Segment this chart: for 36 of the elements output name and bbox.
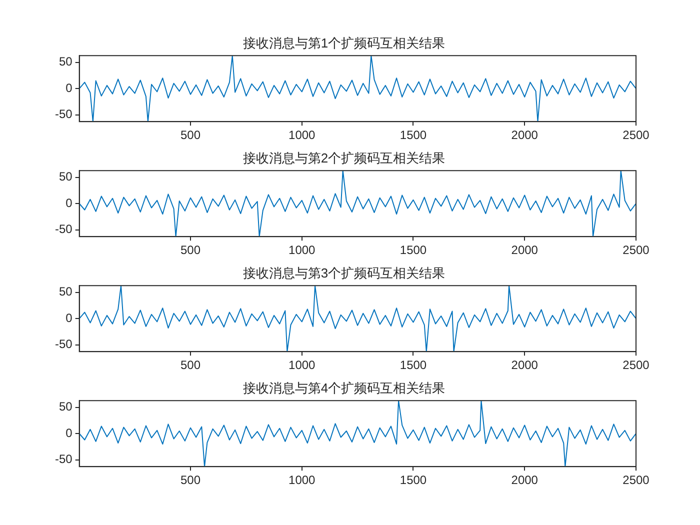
y-tick-label: -50 xyxy=(55,222,73,236)
x-tick-label: 1500 xyxy=(400,473,427,488)
x-tick-label: 2500 xyxy=(622,128,650,142)
x-tick-label: 500 xyxy=(180,243,201,258)
x-tick-label: 500 xyxy=(180,358,201,372)
x-tick-label: 1000 xyxy=(288,358,316,372)
x-tick-label: 2500 xyxy=(622,358,650,372)
x-tick-label: 1500 xyxy=(400,358,427,372)
x-tick-label: 2500 xyxy=(622,243,650,258)
x-tick-label: 1000 xyxy=(288,243,316,258)
y-tick-label: 0 xyxy=(66,80,73,95)
x-tick-label: 1500 xyxy=(400,128,427,142)
y-tick-label: 0 xyxy=(66,426,73,440)
y-tick-label: -50 xyxy=(55,452,73,466)
x-tick-label: 1000 xyxy=(288,128,316,142)
chart-title: 接收消息与第1个扩频码互相关结果 xyxy=(242,35,446,50)
x-tick-label: 500 xyxy=(180,128,201,142)
x-tick-label: 2000 xyxy=(511,358,538,372)
y-tick-label: 50 xyxy=(58,170,73,184)
chart-title: 接收消息与第2个扩频码互相关结果 xyxy=(242,150,446,166)
y-tick-label: -50 xyxy=(55,337,73,352)
x-tick-label: 1500 xyxy=(400,243,427,258)
y-tick-label: -50 xyxy=(55,107,73,122)
x-tick-label: 500 xyxy=(180,473,201,488)
chart-title: 接收消息与第3个扩频码互相关结果 xyxy=(242,265,446,280)
y-tick-label: 50 xyxy=(58,400,73,414)
x-tick-label: 2000 xyxy=(511,473,538,488)
y-tick-label: 0 xyxy=(66,196,73,210)
x-tick-label: 2000 xyxy=(511,128,538,142)
y-tick-label: 0 xyxy=(66,310,73,325)
x-tick-label: 2500 xyxy=(622,473,650,488)
y-tick-label: 50 xyxy=(58,54,73,69)
x-tick-label: 2000 xyxy=(511,243,538,258)
chart-title: 接收消息与第4个扩频码互相关结果 xyxy=(242,380,446,396)
y-tick-label: 50 xyxy=(58,284,73,299)
x-tick-label: 1000 xyxy=(288,473,316,488)
